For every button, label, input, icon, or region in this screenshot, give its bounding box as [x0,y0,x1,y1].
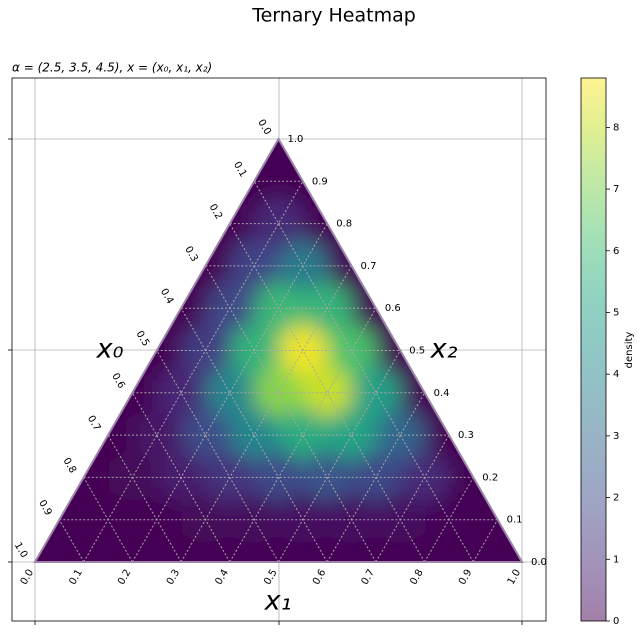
heatmap-cell [399,532,450,562]
colorbar-tick-label: 1 [613,554,619,565]
grid-line [205,265,377,563]
plot-border [11,77,547,622]
colorbar-tick-label: 0 [613,616,619,627]
x2-tick-label: 1.0 [288,134,304,145]
colorbar-label: density [624,332,635,369]
grid-line [58,519,85,563]
grid-line [253,181,474,563]
colorbar [580,77,607,622]
heatmap-cell [448,532,499,562]
x2-tick-label: 0.1 [507,515,523,526]
grid-line [83,181,304,563]
heatmap-cell [107,532,158,562]
heatmap-cell [253,363,304,422]
heatmap-cell [277,405,329,465]
heatmap-cell [301,532,353,562]
x1-axis-label: x₁ [264,586,292,617]
x0-axis-label: x₀ [96,334,124,365]
heatmap-cell [301,363,353,422]
grid-line [180,265,352,563]
x2-tick-label: 0.9 [312,176,328,187]
x2-tick-label: 0.4 [434,388,450,399]
chart-subtitle: α = (2.5, 3.5, 4.5), x = (x₀, x₁, x₂) [12,61,212,75]
heatmap-cell [155,532,207,562]
x2-tick-label: 0.3 [458,430,474,441]
x2-tick-label: 0.0 [531,557,547,568]
x2-tick-label: 0.7 [361,261,377,272]
grid-line [156,350,279,563]
colorbar-tick-label: 5 [613,307,619,318]
heatmap-cell [350,532,402,562]
x2-axis-label: x₂ [430,334,458,365]
heatmap-cell [253,532,304,562]
grid-line [375,434,450,563]
triangle-outline [33,136,524,563]
heatmap-cell [326,405,377,465]
colorbar-tick-label: 7 [613,184,619,195]
heatmap-cell [204,532,256,562]
colorbar-tick-label: 2 [613,493,619,504]
grid-line [472,519,499,563]
heatmap-cell [228,405,280,465]
colorbar-tick-label: 8 [613,122,619,133]
colorbar-ticks: 0 1 2 3 4 5 6 7 8 [606,122,619,627]
heatmap-cell [35,532,61,562]
colorbar-tick-label: 4 [613,369,619,380]
grid-line [229,223,426,563]
grid-line [107,434,182,563]
x2-tick-label: 0.2 [482,472,498,483]
x2-tick-label: 0.5 [409,346,425,357]
frame-ticks [8,138,523,625]
grid-line [229,307,377,563]
colorbar-tick-label: 3 [613,431,619,442]
x2-tick-label: 0.8 [336,219,352,230]
grid-line [278,350,401,563]
chart-title: Ternary Heatmap [251,5,416,27]
heatmap-cell [350,363,402,422]
heatmap-cell [58,532,109,562]
grid-line [131,223,328,563]
x2-tick-label: 0.6 [385,303,401,314]
colorbar-tick-label: 6 [613,246,619,257]
heatmap-cell [496,532,522,562]
